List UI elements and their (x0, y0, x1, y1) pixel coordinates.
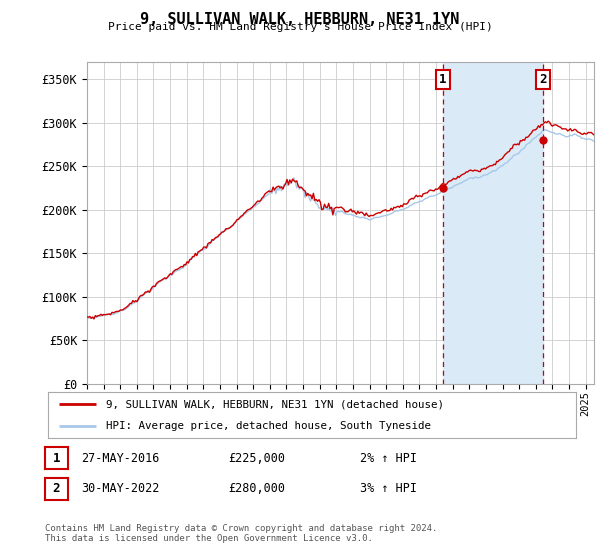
Text: 1: 1 (53, 451, 60, 465)
Bar (443, 62, 543, 384)
Text: £280,000: £280,000 (228, 482, 285, 496)
Text: 2: 2 (539, 73, 547, 86)
Text: Contains HM Land Registry data © Crown copyright and database right 2024.
This d: Contains HM Land Registry data © Crown c… (45, 524, 437, 543)
Text: 9, SULLIVAN WALK, HEBBURN, NE31 1YN: 9, SULLIVAN WALK, HEBBURN, NE31 1YN (140, 12, 460, 27)
Text: 1: 1 (439, 73, 447, 86)
Text: 2: 2 (53, 482, 60, 496)
Text: 2% ↑ HPI: 2% ↑ HPI (360, 451, 417, 465)
Text: HPI: Average price, detached house, South Tyneside: HPI: Average price, detached house, Sout… (106, 421, 431, 431)
Text: £225,000: £225,000 (228, 451, 285, 465)
Text: Price paid vs. HM Land Registry's House Price Index (HPI): Price paid vs. HM Land Registry's House … (107, 22, 493, 32)
Text: 9, SULLIVAN WALK, HEBBURN, NE31 1YN (detached house): 9, SULLIVAN WALK, HEBBURN, NE31 1YN (det… (106, 399, 444, 409)
Text: 30-MAY-2022: 30-MAY-2022 (81, 482, 160, 496)
Text: 27-MAY-2016: 27-MAY-2016 (81, 451, 160, 465)
Text: 3% ↑ HPI: 3% ↑ HPI (360, 482, 417, 496)
